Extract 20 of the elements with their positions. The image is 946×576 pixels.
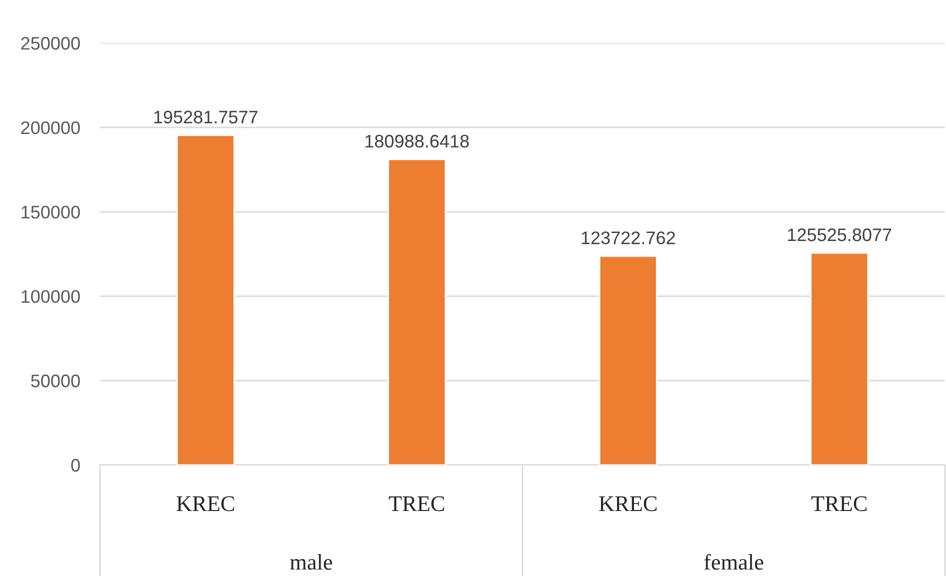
bar [598, 255, 658, 465]
bar [388, 158, 446, 465]
y-tick-label: 250000 [21, 36, 80, 50]
y-tick-label: 200000 [21, 121, 80, 134]
data-label: 180988.6418 [366, 134, 469, 148]
y-tick-label: 150000 [22, 206, 80, 219]
x-tick-label: TREC [811, 496, 867, 512]
data-label: 125525.8077 [788, 228, 892, 242]
x-tick-label: KREC [176, 496, 234, 512]
y-tick-label: 50000 [31, 374, 80, 388]
bar [810, 252, 869, 465]
bar [176, 134, 235, 465]
text: male [290, 554, 332, 570]
text: female [704, 554, 764, 570]
data-label: 123722.762 [582, 231, 675, 244]
y-tick-label: 100000 [22, 290, 80, 303]
data-label: 195281.7577 [154, 110, 258, 124]
y-tick-label: 0 [71, 458, 80, 472]
x-tick-label: KREC [599, 496, 657, 512]
x-tick-label: TREC [388, 496, 444, 512]
